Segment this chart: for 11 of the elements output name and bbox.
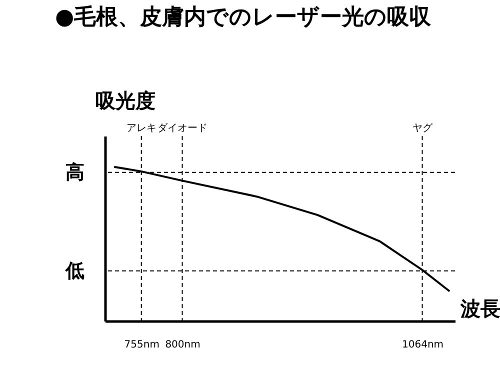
y-axis-title: 吸光度 [96, 88, 156, 112]
ref-line-label: 低 [64, 260, 84, 282]
ref-line-label: ヤグ [412, 123, 434, 134]
x-tick-label: 800nm [165, 340, 200, 350]
ref-line-label: アレキ [126, 123, 156, 134]
ref-line-label: ダイオード [157, 122, 208, 134]
x-tick-label: 1064nm [402, 340, 444, 350]
x-axis-title: 波長 [460, 296, 500, 320]
chart-title: ●毛根、皮膚内でのレーザー光の吸収 [55, 5, 432, 30]
ref-line-label: 高 [66, 161, 84, 184]
x-tick-label: 755nm [124, 340, 160, 350]
